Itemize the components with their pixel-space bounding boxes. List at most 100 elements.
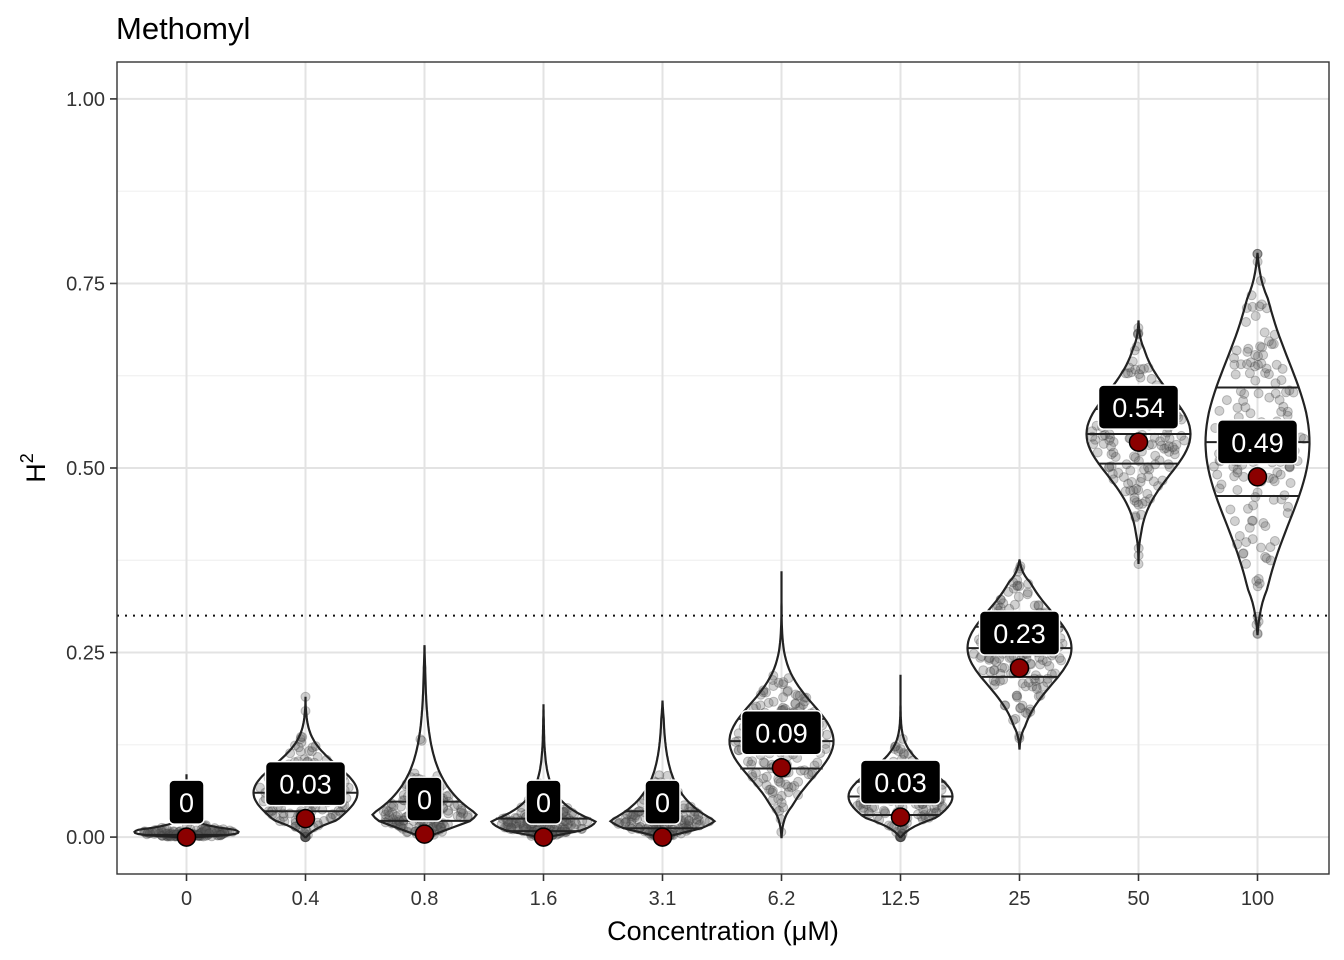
data-point xyxy=(1253,351,1263,362)
data-point xyxy=(1129,495,1140,506)
data-point xyxy=(1247,301,1258,312)
data-point xyxy=(1042,677,1053,688)
value-label-text: 0 xyxy=(417,785,432,815)
data-point xyxy=(1277,363,1288,374)
data-point xyxy=(1250,375,1261,386)
data-point xyxy=(764,784,775,795)
data-point xyxy=(1029,600,1040,611)
data-point xyxy=(1020,681,1031,692)
x-tick-label: 12.5 xyxy=(881,888,920,910)
data-point xyxy=(761,780,772,791)
data-point xyxy=(443,805,454,816)
x-tick-label: 3.1 xyxy=(649,888,677,910)
value-label-12.5: 0.03 xyxy=(859,759,942,805)
data-point xyxy=(1134,369,1145,380)
data-point xyxy=(295,746,306,757)
y-axis-title: H2 xyxy=(17,453,51,483)
data-point xyxy=(761,687,771,698)
summary-point xyxy=(414,824,435,844)
summary-point xyxy=(771,757,792,778)
data-point xyxy=(1130,452,1141,463)
data-point xyxy=(620,817,631,828)
data-point xyxy=(520,822,531,833)
data-point xyxy=(1164,446,1175,457)
x-tick-label: 0.4 xyxy=(292,888,320,910)
value-label-box xyxy=(264,760,347,807)
data-point xyxy=(1171,439,1182,450)
data-point xyxy=(893,746,904,756)
data-point xyxy=(1258,350,1269,360)
data-point xyxy=(1258,518,1269,528)
data-point xyxy=(443,808,454,819)
data-point xyxy=(768,696,779,707)
y-tick-label: 1.00 xyxy=(66,89,105,111)
data-point xyxy=(1229,353,1239,363)
data-point xyxy=(1257,342,1267,353)
data-point xyxy=(773,677,784,688)
value-label-0.8: 0 xyxy=(406,776,443,822)
data-point xyxy=(773,794,784,804)
data-point xyxy=(1123,478,1134,489)
value-label-text: 0.09 xyxy=(755,719,808,749)
data-point xyxy=(1137,498,1148,509)
data-point xyxy=(1107,468,1118,479)
value-label-text: 0.49 xyxy=(1231,428,1284,458)
data-point xyxy=(758,757,769,768)
data-point xyxy=(1031,684,1042,694)
data-point xyxy=(1023,677,1034,688)
data-point xyxy=(1139,464,1150,475)
summary-point xyxy=(533,827,554,847)
value-labels: 0 0.03 0 0 0 0.09 0.03 0.23 0.54 0.49 xyxy=(168,384,1299,825)
data-point xyxy=(1251,576,1262,586)
value-label-box xyxy=(406,776,443,822)
data-point xyxy=(1135,476,1146,487)
data-point xyxy=(278,811,289,822)
data-point xyxy=(988,665,999,676)
y-tick-label: 0.75 xyxy=(66,273,105,295)
data-point xyxy=(1125,485,1136,496)
data-point xyxy=(1265,542,1276,553)
data-point xyxy=(1146,373,1157,384)
data-point xyxy=(1232,402,1243,413)
data-point xyxy=(1156,440,1167,451)
value-label-text: 0.03 xyxy=(874,768,927,798)
data-point xyxy=(684,815,695,826)
data-point xyxy=(1135,372,1146,383)
data-point xyxy=(1250,361,1260,372)
value-label-0: 0 xyxy=(168,779,205,825)
data-point xyxy=(1128,485,1139,496)
data-point xyxy=(789,780,800,791)
data-point xyxy=(755,700,766,711)
data-point xyxy=(1216,479,1227,490)
data-point xyxy=(1015,703,1026,714)
data-point xyxy=(387,807,398,818)
data-point xyxy=(991,657,1002,667)
data-point xyxy=(783,781,794,792)
data-point xyxy=(1136,473,1147,484)
data-point xyxy=(1272,467,1283,478)
data-point xyxy=(1129,451,1139,462)
data-point xyxy=(1264,392,1275,403)
data-point xyxy=(304,745,315,756)
data-point xyxy=(1041,656,1052,667)
violin-outline xyxy=(1085,320,1192,565)
data-point xyxy=(455,807,466,818)
data-point xyxy=(626,817,637,828)
data-point xyxy=(1254,578,1265,589)
y-tick-label: 0.25 xyxy=(66,643,105,665)
data-point xyxy=(1242,346,1253,357)
data-point xyxy=(1270,388,1281,399)
data-point xyxy=(1271,359,1282,370)
axes: 0.00 0.25 0.50 0.75 1.00 0 0.4 0.8 1.6 3.1 6.2 12.5… xyxy=(66,89,1274,910)
data-point xyxy=(1232,467,1243,478)
data-point xyxy=(691,814,702,825)
data-point xyxy=(1110,451,1121,462)
data-point xyxy=(1234,531,1245,541)
data-point xyxy=(1244,522,1255,533)
data-point xyxy=(1241,317,1251,327)
data-point xyxy=(1033,600,1044,611)
data-point xyxy=(1126,477,1137,487)
data-point xyxy=(1131,497,1142,508)
data-point xyxy=(775,777,786,788)
